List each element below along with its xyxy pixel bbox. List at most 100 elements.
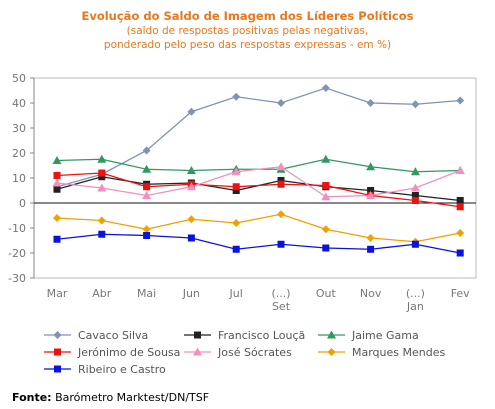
data-point-jaime-gama — [142, 164, 152, 173]
data-point-jose-socrates — [455, 166, 465, 174]
x-tick-label: Out — [316, 287, 337, 300]
data-point-francisco-louca — [411, 192, 419, 199]
data-point-ribeiro-e-castro — [277, 240, 285, 248]
source-label: Fonte: — [12, 391, 52, 404]
legend-marker-jose-socrates — [193, 347, 202, 356]
data-point-jeronimo-de-sousa — [277, 180, 285, 188]
data-point-jose-socrates — [276, 162, 286, 171]
data-point-ribeiro-e-castro — [232, 245, 240, 253]
data-point-jaime-gama — [97, 154, 107, 163]
series-line-cavaco-silva — [56, 87, 461, 188]
data-point-ribeiro-e-castro — [367, 245, 375, 253]
data-point-ribeiro-e-castro — [456, 249, 464, 257]
data-point-cavaco-silva — [277, 99, 285, 107]
y-tick-label: 0 — [19, 197, 26, 210]
data-point-jaime-gama — [321, 154, 331, 163]
legend-marker-jeronimo-de-sousa — [54, 348, 61, 356]
y-tick-label: 20 — [12, 147, 26, 160]
data-point-francisco-louca — [277, 177, 285, 184]
chart-subtitle-line1: (saldo de respostas positivas pelas nega… — [126, 25, 369, 37]
series-line-jose-socrates — [56, 166, 461, 198]
data-point-ribeiro-e-castro — [98, 230, 106, 238]
data-point-cavaco-silva — [456, 96, 465, 105]
data-point-francisco-louca — [53, 185, 61, 193]
data-point-marques-mendes — [277, 210, 285, 219]
legend-label-marques-mendes: Marques Mendes — [352, 346, 445, 359]
data-point-marques-mendes — [53, 214, 61, 222]
x-tick-label: Set — [272, 300, 291, 313]
data-point-jose-socrates — [321, 192, 331, 201]
legend-label-ribeiro-e-castro: Ribeiro e Castro — [78, 363, 166, 376]
x-tick-label: Mar — [47, 287, 68, 300]
x-tick-label: Jun — [182, 287, 200, 300]
data-point-jeronimo-de-sousa — [232, 183, 240, 191]
data-point-jose-socrates — [52, 178, 62, 187]
data-point-jaime-gama — [366, 162, 376, 171]
legend-label-jose-socrates: José Sócrates — [217, 346, 292, 359]
y-tick-label: 30 — [12, 122, 26, 135]
series-line-marques-mendes — [56, 213, 461, 243]
source-text: Barómetro Marktest/DN/TSF — [51, 391, 210, 404]
y-tick-label: 50 — [12, 72, 26, 85]
data-point-jeronimo-de-sousa — [53, 172, 61, 179]
data-point-marques-mendes — [187, 215, 196, 224]
data-point-cavaco-silva — [321, 84, 330, 92]
data-point-marques-mendes — [321, 225, 330, 234]
data-point-jeronimo-de-sousa — [411, 197, 419, 204]
data-point-francisco-louca — [98, 173, 106, 181]
data-point-jose-socrates — [366, 191, 376, 199]
data-point-jose-socrates — [97, 183, 107, 192]
data-point-jaime-gama — [410, 167, 420, 176]
legend-marker-francisco-louca — [194, 331, 201, 339]
series-line-francisco-louca — [56, 176, 461, 202]
source-note: Fonte: Barómetro Marktest/DN/TSF — [12, 391, 209, 404]
x-tick-label: Abr — [92, 287, 112, 300]
data-point-jeronimo-de-sousa — [98, 169, 106, 177]
data-point-jeronimo-de-sousa — [456, 203, 464, 211]
data-point-marques-mendes — [142, 225, 151, 234]
data-point-ribeiro-e-castro — [411, 240, 419, 248]
data-point-jose-socrates — [186, 182, 196, 191]
x-tick-label: Mai — [137, 287, 156, 300]
data-point-marques-mendes — [366, 234, 375, 242]
legend-marker-cavaco-silva — [53, 331, 62, 339]
series-line-jeronimo-de-sousa — [56, 172, 461, 208]
data-point-cavaco-silva — [411, 100, 420, 109]
y-tick-label: 10 — [12, 172, 26, 185]
x-tick-label: Fev — [451, 287, 470, 300]
y-tick-label: -20 — [8, 247, 26, 260]
x-tick-label: Nov — [360, 287, 382, 300]
chart-subtitle-line2: ponderado pelo peso das respostas expres… — [103, 39, 392, 51]
y-tick-label: -10 — [8, 222, 26, 235]
legend-marker-jaime-gama — [327, 330, 336, 339]
legend-marker-marques-mendes — [327, 348, 336, 356]
data-point-ribeiro-e-castro — [53, 235, 61, 243]
legend-marker-ribeiro-e-castro — [54, 365, 61, 373]
legend-label-jaime-gama: Jaime Gama — [351, 329, 419, 342]
legend-label-francisco-louca: Francisco Louçã — [218, 329, 305, 342]
data-point-marques-mendes — [456, 229, 465, 237]
y-tick-label: 40 — [12, 97, 26, 110]
data-point-francisco-louca — [232, 187, 240, 194]
data-point-ribeiro-e-castro — [322, 244, 330, 252]
data-point-jaime-gama — [52, 156, 62, 164]
x-tick-label: (...) — [406, 287, 425, 300]
data-point-francisco-louca — [367, 187, 375, 194]
y-tick-label: -30 — [8, 272, 26, 285]
data-point-marques-mendes — [97, 216, 106, 225]
data-point-jeronimo-de-sousa — [143, 183, 151, 191]
data-point-jaime-gama — [186, 166, 196, 174]
data-point-francisco-louca — [456, 197, 464, 204]
data-point-jose-socrates — [410, 183, 420, 192]
legend-label-cavaco-silva: Cavaco Silva — [78, 329, 148, 342]
x-tick-label: Jul — [229, 287, 243, 300]
data-point-ribeiro-e-castro — [187, 234, 195, 242]
data-point-jose-socrates — [142, 191, 152, 199]
x-tick-label: Jan — [406, 300, 424, 313]
x-tick-label: (...) — [271, 287, 290, 300]
data-point-jeronimo-de-sousa — [322, 182, 330, 189]
data-point-marques-mendes — [232, 219, 241, 227]
legend-label-jeronimo-de-sousa: Jerónimo de Sousa — [77, 346, 180, 359]
data-point-cavaco-silva — [142, 146, 151, 155]
